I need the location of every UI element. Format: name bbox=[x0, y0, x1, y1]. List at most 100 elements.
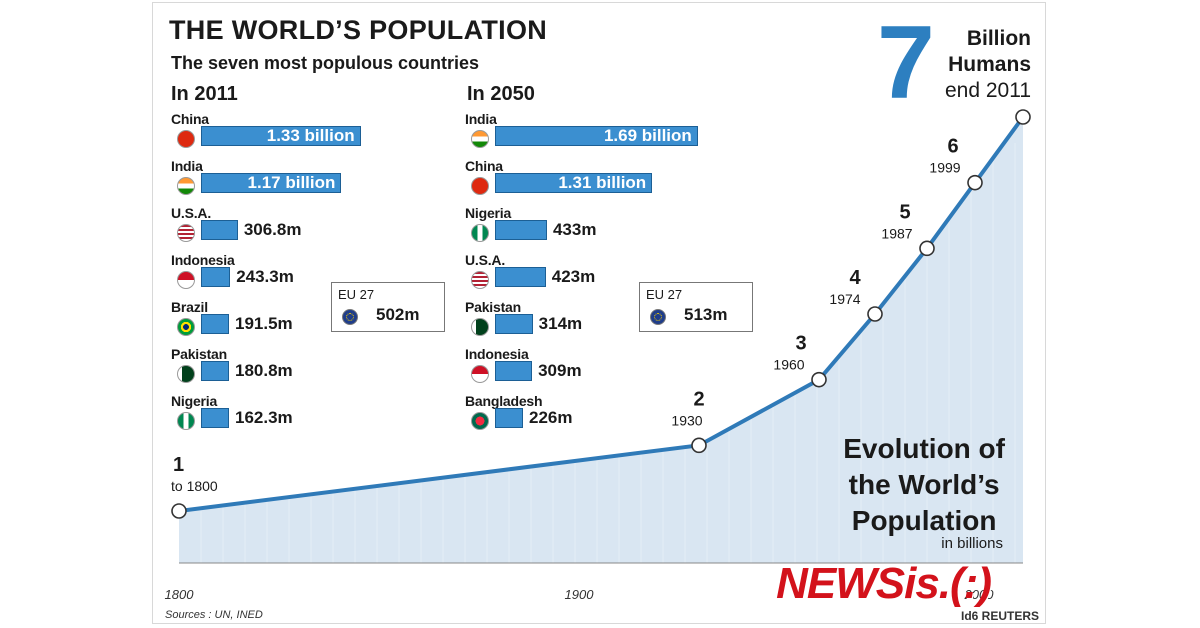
eu-value: 513m bbox=[684, 305, 728, 324]
data-point-number: 4 bbox=[849, 267, 861, 289]
data-point bbox=[867, 306, 883, 322]
data-point-number: 3 bbox=[795, 333, 806, 355]
seven-line-1: Billion bbox=[966, 27, 1031, 50]
eu-flag-icon bbox=[650, 309, 666, 325]
population-bar bbox=[495, 173, 653, 193]
china-flag-icon bbox=[471, 177, 489, 195]
data-point bbox=[1015, 109, 1031, 125]
population-bar bbox=[201, 408, 229, 428]
country-name: Pakistan bbox=[171, 346, 227, 362]
nigeria-flag-icon bbox=[471, 224, 489, 242]
chart-title-line-1: Evolution of bbox=[843, 433, 1005, 464]
eu-box-2011: EU 27 502m bbox=[331, 282, 445, 332]
country-name: Nigeria bbox=[171, 393, 218, 409]
population-value: 1.69 billion bbox=[603, 126, 692, 145]
country-name: China bbox=[171, 111, 209, 127]
data-point-label: 1960 bbox=[773, 357, 804, 373]
heading-2011: In 2011 bbox=[171, 83, 238, 105]
population-bar bbox=[201, 126, 361, 146]
population-value: 423m bbox=[551, 267, 596, 286]
population-value: 314m bbox=[538, 314, 583, 333]
country-name: Nigeria bbox=[465, 205, 512, 221]
nigeria-flag-icon bbox=[177, 412, 195, 430]
population-bar bbox=[201, 267, 231, 287]
population-bar bbox=[495, 220, 547, 240]
eu-flag-icon bbox=[342, 309, 358, 325]
data-point bbox=[691, 437, 707, 454]
sources-note: Sources : UN, INED bbox=[165, 609, 263, 621]
india-flag-icon bbox=[177, 177, 195, 195]
bangladesh-flag-icon bbox=[471, 412, 489, 430]
population-value: 180.8m bbox=[235, 361, 293, 380]
country-name: India bbox=[171, 158, 203, 174]
data-point-label: 1974 bbox=[829, 291, 860, 307]
pakistan-flag-icon bbox=[471, 318, 489, 336]
country-name: U.S.A. bbox=[171, 205, 212, 221]
population-value: 306.8m bbox=[243, 220, 302, 239]
country-name: India bbox=[465, 111, 497, 127]
heading-2050: In 2050 bbox=[467, 83, 535, 105]
population-bar bbox=[495, 267, 546, 287]
area-mask bbox=[179, 3, 1023, 511]
population-area bbox=[179, 117, 1023, 563]
data-point bbox=[811, 371, 827, 388]
china-flag-icon bbox=[177, 130, 195, 148]
chart-title: Evolution of the World’s Population bbox=[843, 431, 1005, 539]
indonesia-flag-icon bbox=[471, 365, 489, 383]
data-point-number: 2 bbox=[693, 388, 704, 410]
country-name: China bbox=[465, 158, 503, 174]
population-value: 191.5m bbox=[235, 314, 293, 333]
x-tick-label: 1800 bbox=[165, 587, 195, 602]
country-name: Pakistan bbox=[465, 299, 521, 315]
x-tick-label: 2000 bbox=[964, 587, 995, 602]
population-value: 433m bbox=[552, 220, 597, 239]
population-chart: 1 to 1800 2 1930 3 1960 4 1974 5 1987 6 1999 1800 190… bbox=[165, 3, 1031, 602]
country-name: Indonesia bbox=[465, 346, 529, 362]
chart-title-line-3: Population bbox=[851, 505, 997, 536]
eu-value: 502m bbox=[376, 305, 420, 324]
eu-label: EU 27 bbox=[646, 287, 683, 302]
subtitle: The seven most populous countries bbox=[171, 53, 480, 73]
data-point-label: 1930 bbox=[671, 412, 702, 428]
population-bar bbox=[201, 314, 229, 334]
population-value: 162.3m bbox=[235, 408, 293, 427]
population-bar bbox=[201, 220, 238, 240]
brazil-flag-icon bbox=[177, 318, 195, 336]
data-point-label: to 1800 bbox=[171, 478, 218, 494]
country-name: Brazil bbox=[171, 299, 208, 315]
page-title: THE WORLD’S POPULATION bbox=[169, 15, 548, 45]
population-bar bbox=[495, 314, 533, 334]
data-point-number: 6 bbox=[947, 136, 958, 158]
population-value: 226m bbox=[529, 408, 573, 427]
indonesia-flag-icon bbox=[177, 271, 195, 289]
seven-line-2: Humans bbox=[948, 53, 1031, 76]
x-tick-label: 1900 bbox=[565, 587, 595, 602]
population-value: 1.31 billion bbox=[558, 173, 647, 192]
eu-box-2050: EU 27 513m bbox=[639, 282, 753, 332]
seven-billion-number: 7 bbox=[877, 5, 935, 121]
chart-title-line-2: the World’s bbox=[848, 469, 1000, 500]
population-value: 243.3m bbox=[236, 267, 294, 286]
usa-flag-icon bbox=[471, 271, 489, 289]
pakistan-flag-icon bbox=[177, 365, 195, 383]
india-flag-icon bbox=[471, 130, 489, 148]
country-name: Indonesia bbox=[171, 252, 235, 268]
country-name: U.S.A. bbox=[465, 252, 506, 268]
population-bar bbox=[495, 361, 533, 381]
newsis-watermark: NEWSis.(:) bbox=[776, 559, 992, 608]
country-name: Bangladesh bbox=[465, 393, 543, 409]
population-value: 309m bbox=[538, 361, 582, 380]
eu-label: EU 27 bbox=[338, 287, 375, 302]
infographic: 1 to 1800 2 1930 3 1960 4 1974 5 1987 6 1999 1800 190… bbox=[152, 2, 1046, 624]
data-point-number: 1 bbox=[173, 454, 184, 476]
seven-line-3: end 2011 bbox=[944, 79, 1031, 102]
usa-flag-icon bbox=[177, 224, 195, 242]
reuters-credit: Id6 REUTERS bbox=[960, 609, 1039, 623]
population-value: 1.17 billion bbox=[247, 173, 336, 192]
data-point bbox=[967, 174, 983, 191]
data-point-label: 1987 bbox=[881, 225, 912, 241]
chart-unit: in billions bbox=[941, 535, 1003, 552]
population-bar bbox=[495, 126, 698, 146]
population-bar bbox=[495, 408, 523, 428]
population-bar bbox=[201, 361, 229, 381]
